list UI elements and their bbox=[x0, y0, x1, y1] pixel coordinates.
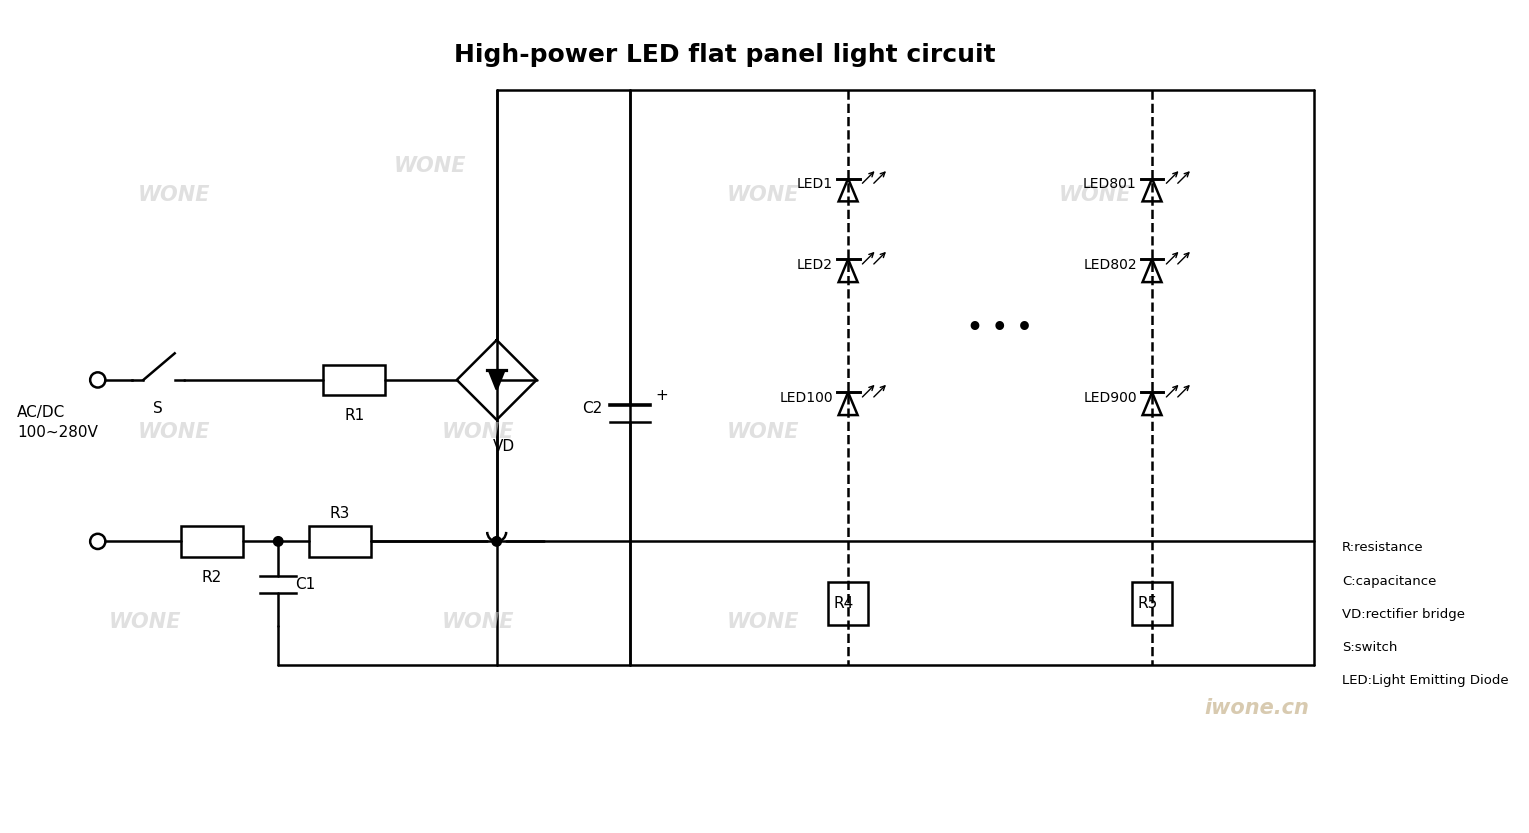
Text: LED:Light Emitting Diode: LED:Light Emitting Diode bbox=[1342, 675, 1509, 687]
Text: WONE: WONE bbox=[726, 612, 798, 632]
Bar bbox=[829, 581, 868, 625]
Text: WONE: WONE bbox=[138, 422, 209, 442]
Text: AC/DC
100~280V: AC/DC 100~280V bbox=[17, 406, 98, 440]
Text: R4: R4 bbox=[833, 596, 853, 611]
Text: LED1: LED1 bbox=[797, 177, 833, 192]
Text: +: + bbox=[656, 387, 668, 402]
Text: LED801: LED801 bbox=[1083, 177, 1138, 192]
Text: C1: C1 bbox=[295, 576, 315, 591]
Bar bbox=[309, 526, 372, 556]
Text: WONE: WONE bbox=[726, 185, 798, 205]
Text: R5: R5 bbox=[1138, 596, 1157, 611]
Text: S:switch: S:switch bbox=[1342, 641, 1398, 654]
Circle shape bbox=[274, 536, 283, 546]
Text: VD: VD bbox=[494, 439, 515, 454]
Polygon shape bbox=[489, 371, 505, 390]
Text: WONE: WONE bbox=[442, 612, 514, 632]
Text: LED100: LED100 bbox=[780, 391, 833, 405]
Text: R3: R3 bbox=[330, 506, 350, 521]
Text: VD:rectifier bridge: VD:rectifier bridge bbox=[1342, 608, 1465, 621]
Circle shape bbox=[492, 536, 502, 546]
Text: WONE: WONE bbox=[1058, 185, 1131, 205]
Text: S: S bbox=[153, 401, 164, 416]
Bar bbox=[323, 365, 385, 395]
Text: High-power LED flat panel light circuit: High-power LED flat panel light circuit bbox=[454, 42, 995, 67]
Bar bbox=[1131, 581, 1173, 625]
Text: R:resistance: R:resistance bbox=[1342, 541, 1423, 555]
Text: C2: C2 bbox=[583, 401, 602, 416]
Text: WONE: WONE bbox=[394, 157, 466, 177]
Bar bbox=[180, 526, 243, 556]
Text: WONE: WONE bbox=[726, 422, 798, 442]
Text: WONE: WONE bbox=[442, 422, 514, 442]
Text: LED900: LED900 bbox=[1083, 391, 1138, 405]
Text: R2: R2 bbox=[202, 570, 222, 585]
Text: R1: R1 bbox=[344, 408, 364, 423]
Text: LED2: LED2 bbox=[797, 258, 833, 272]
Text: • • •: • • • bbox=[968, 316, 1032, 340]
Text: iwone.cn: iwone.cn bbox=[1205, 697, 1309, 717]
Text: LED802: LED802 bbox=[1083, 258, 1138, 272]
Text: WONE: WONE bbox=[109, 612, 182, 632]
Text: WONE: WONE bbox=[138, 185, 209, 205]
Text: C:capacitance: C:capacitance bbox=[1342, 575, 1436, 587]
